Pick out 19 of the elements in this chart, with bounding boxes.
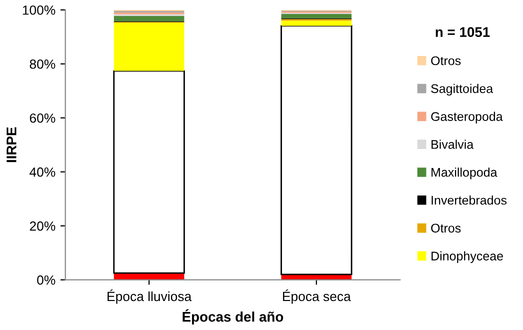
y-tick-label: 20% xyxy=(30,221,56,231)
legend-label: Invertebrados xyxy=(432,195,507,205)
legend-label: Bivalvia xyxy=(432,140,474,149)
y-tick-label: 100% xyxy=(22,5,56,15)
x-tick-label: Época lluviosa xyxy=(108,290,192,304)
x-axis-title: Épocas del año xyxy=(182,309,284,324)
y-tick-label: 40% xyxy=(30,167,56,177)
legend-label: Gasteropoda xyxy=(431,112,503,124)
legend-label: Sagittoidea xyxy=(431,84,494,96)
legend-label: Maxillopoda xyxy=(432,168,498,180)
y-tick-label: 80% xyxy=(30,59,56,69)
y-axis-title: IIRPE xyxy=(6,127,16,162)
legend-label: Otros xyxy=(431,56,461,66)
y-tick-label: 0% xyxy=(37,275,56,285)
legend-title: n = 1051 xyxy=(436,27,490,37)
y-tick-label: 60% xyxy=(30,113,56,123)
legend-label: Otros xyxy=(431,224,461,233)
legend-label: Dinophyceae xyxy=(432,251,503,263)
x-tick-label: Época seca xyxy=(283,290,351,304)
